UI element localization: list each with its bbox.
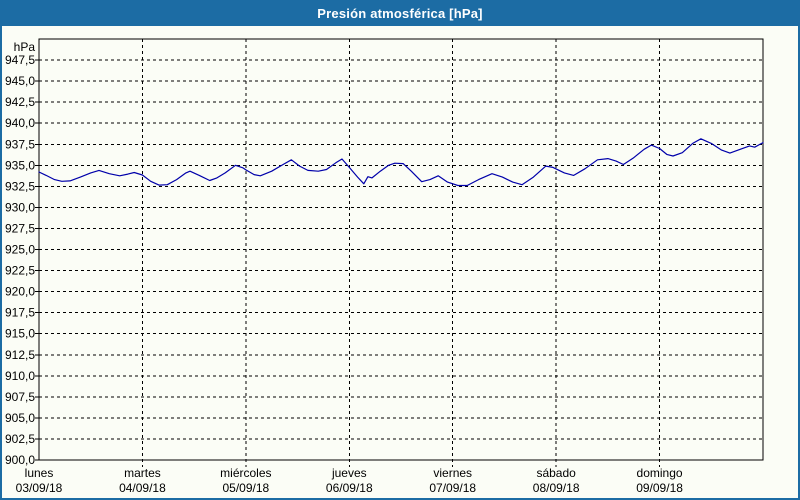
- y-tick-label: 917,5: [5, 306, 35, 320]
- y-tick-label: 907,5: [5, 390, 35, 404]
- y-tick-label: 920,0: [5, 285, 35, 299]
- pressure-series-line: [38, 138, 764, 187]
- y-tick-label: 937,5: [5, 137, 35, 151]
- y-tick-label: 942,5: [5, 95, 35, 109]
- x-day-date-label: 03/09/18: [16, 481, 63, 495]
- y-tick-label: 940,0: [5, 116, 35, 130]
- x-day-name-label: jueves: [331, 466, 367, 480]
- x-day-date-label: 04/09/18: [119, 481, 166, 495]
- x-day-name-label: lunes: [25, 466, 54, 480]
- x-day-date-label: 07/09/18: [429, 481, 476, 495]
- y-axis-unit-label: hPa: [14, 40, 36, 54]
- y-tick-label: 912,5: [5, 348, 35, 362]
- x-day-name-label: martes: [124, 466, 161, 480]
- y-tick-label: 927,5: [5, 221, 35, 235]
- x-day-name-label: miércoles: [220, 466, 271, 480]
- x-day-name-label: sábado: [536, 466, 576, 480]
- y-tick-label: 935,0: [5, 158, 35, 172]
- y-tick-label: 902,5: [5, 432, 35, 446]
- y-tick-label: 932,5: [5, 179, 35, 193]
- y-tick-label: 905,0: [5, 411, 35, 425]
- y-tick-label: 925,0: [5, 243, 35, 257]
- x-day-name-label: domingo: [637, 466, 683, 480]
- y-tick-label: 922,5: [5, 264, 35, 278]
- x-day-date-label: 08/09/18: [533, 481, 580, 495]
- y-tick-label: 910,0: [5, 369, 35, 383]
- y-tick-label: 915,0: [5, 327, 35, 341]
- x-day-name-label: viernes: [433, 466, 472, 480]
- window-titlebar: Presión atmosférica [hPa]: [0, 0, 800, 26]
- y-tick-label: 930,0: [5, 200, 35, 214]
- x-day-date-label: 06/09/18: [326, 481, 373, 495]
- plot-border: [38, 38, 764, 461]
- x-day-date-label: 09/09/18: [636, 481, 683, 495]
- y-tick-label: 947,5: [5, 53, 35, 67]
- y-tick-label: 945,0: [5, 74, 35, 88]
- y-tick-label: 900,0: [5, 453, 35, 467]
- window-title: Presión atmosférica [hPa]: [317, 5, 483, 21]
- x-day-date-label: 05/09/18: [222, 481, 269, 495]
